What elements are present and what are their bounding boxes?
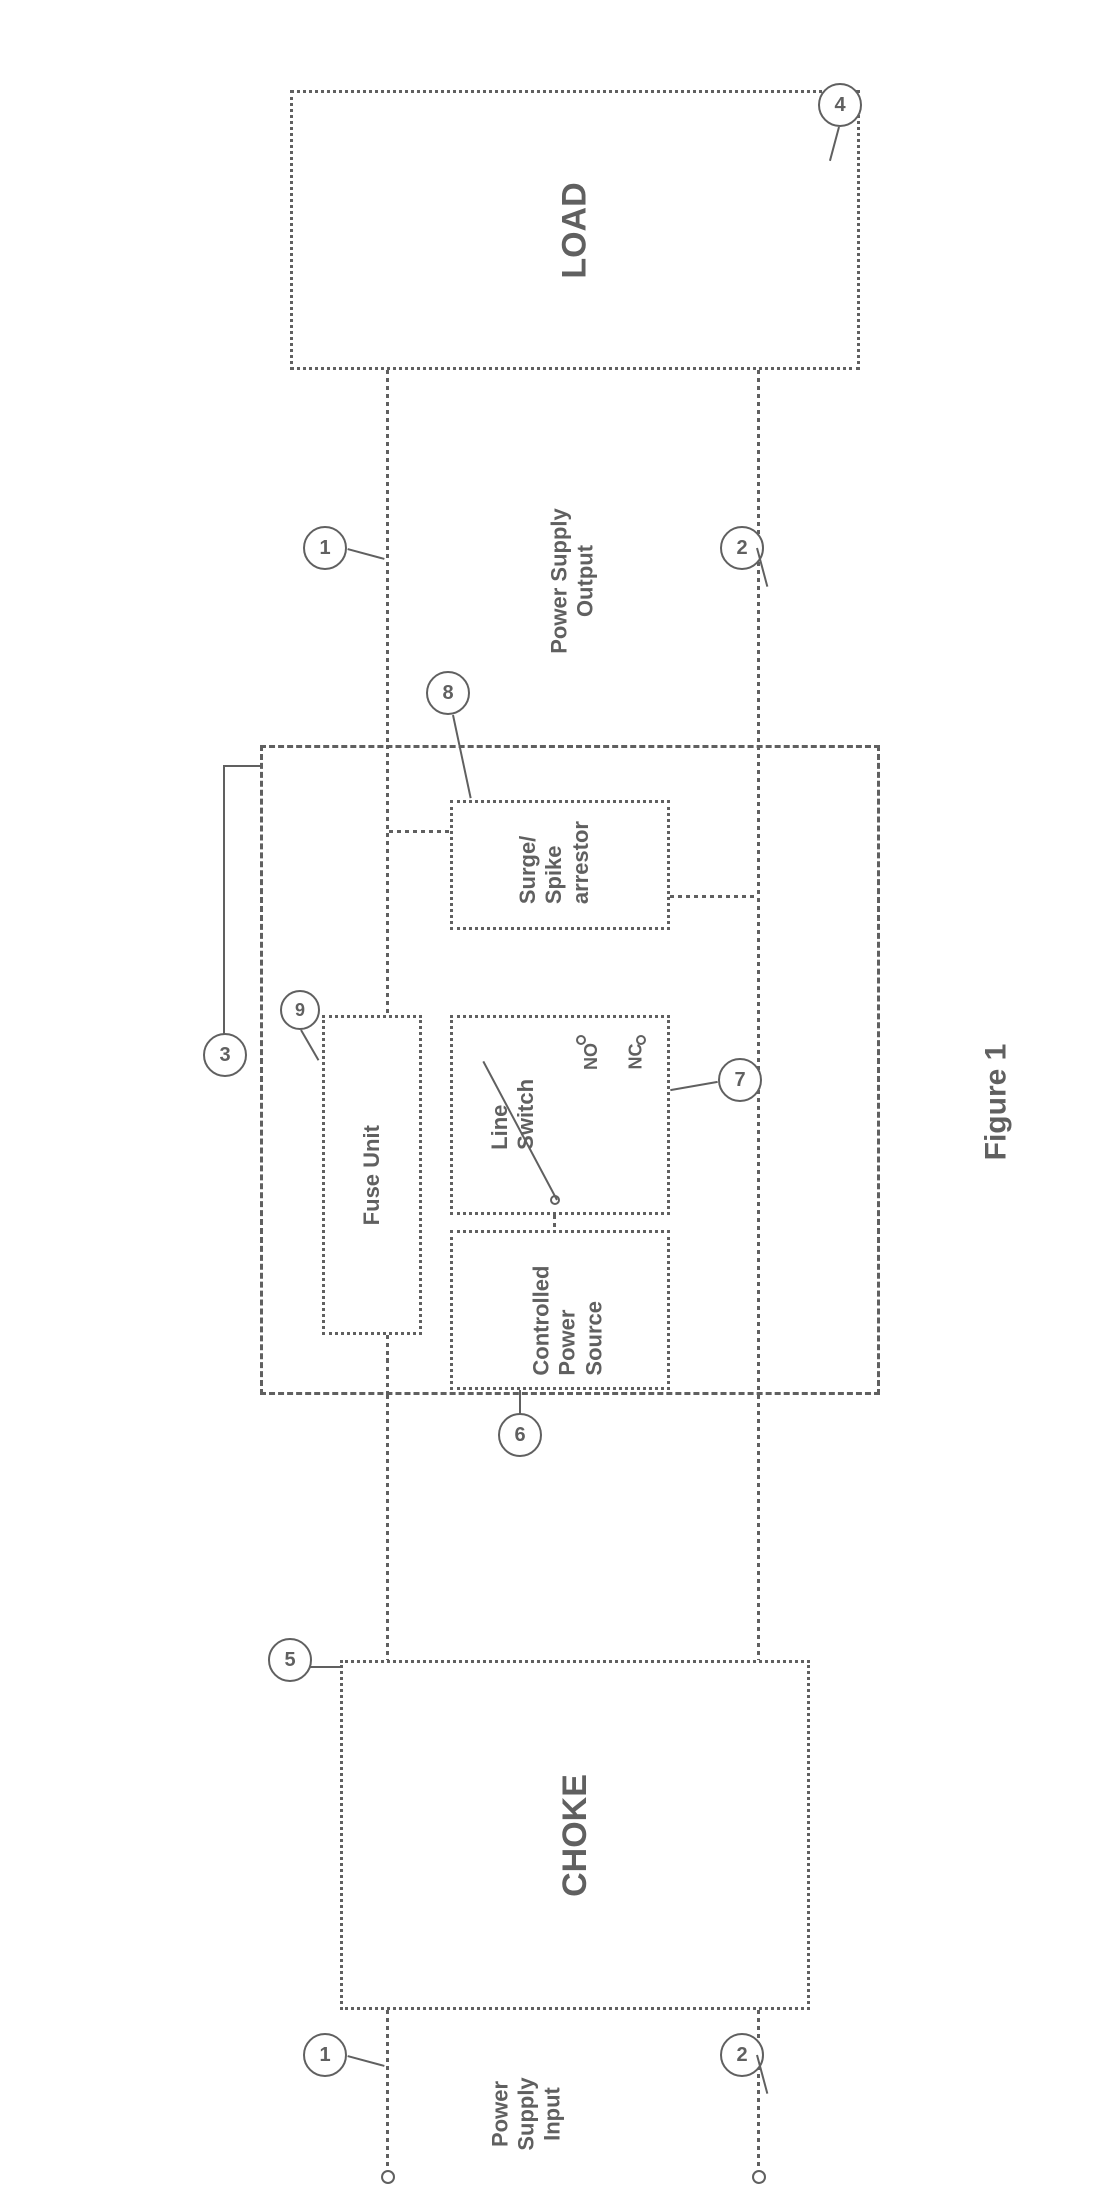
callout-1-input-num: 1	[319, 2044, 330, 2067]
callout-6-line	[519, 1390, 521, 1415]
wire-cps-left	[386, 1358, 389, 1359]
wire-right-inner	[757, 370, 760, 1395]
callout-6-num: 6	[514, 1424, 525, 1447]
callout-3-line-h	[223, 765, 263, 767]
label-power-input: Power Supply Input	[488, 2077, 566, 2150]
callout-5-line	[310, 1666, 340, 1668]
block-controlled-power-source: Controlled Power Source	[450, 1230, 670, 1390]
callout-8-num: 8	[442, 682, 453, 705]
block-choke-label: CHOKE	[555, 1774, 594, 1897]
switch-no-node	[576, 1035, 586, 1045]
block-cps-label: Controlled Power Source	[528, 1266, 607, 1376]
wire-top-inner	[386, 370, 389, 745]
line-switch-no: NO	[581, 1043, 602, 1070]
callout-3: 3	[203, 1033, 247, 1077]
switch-nc-node	[636, 1035, 646, 1045]
wire-choke-outer-1	[386, 1395, 389, 1660]
figure-caption: Figure 1	[979, 1044, 1013, 1161]
wire-switch-bottom	[553, 1215, 556, 1230]
terminal-input-2	[752, 2170, 766, 2184]
callout-4-num: 4	[834, 94, 845, 117]
block-surge-label: Surge/ Spike arrestor	[515, 821, 594, 904]
block-line-switch: Line Switch NO NC	[450, 1015, 670, 1215]
callout-1-output: 1	[303, 526, 347, 570]
wire-input-1	[386, 2010, 389, 2170]
line-switch-nc: NC	[626, 1044, 647, 1070]
callout-1-output-num: 1	[319, 537, 330, 560]
callout-2-output-num: 2	[736, 537, 747, 560]
callout-1-output-line	[347, 548, 384, 560]
wire-choke-outer-2	[757, 1395, 760, 1660]
block-fuse-label: Fuse Unit	[359, 1125, 385, 1225]
block-fuse-unit: Fuse Unit	[322, 1015, 422, 1335]
callout-9b-num: 9	[295, 1000, 305, 1021]
callout-7-num: 7	[734, 1069, 745, 1092]
callout-8: 8	[426, 671, 470, 715]
callout-4: 4	[818, 83, 862, 127]
label-power-output: Power Supply Output	[547, 508, 599, 653]
wire-fuse-top	[386, 745, 389, 1015]
wire-inner-left	[386, 1335, 389, 1395]
block-load-label: LOAD	[555, 182, 594, 278]
callout-5-num: 5	[284, 1649, 295, 1672]
wire-input-2	[757, 2010, 760, 2170]
callout-1-input-line	[347, 2055, 384, 2067]
callout-6: 6	[498, 1413, 542, 1457]
terminal-input-1	[381, 2170, 395, 2184]
block-choke: CHOKE	[340, 1660, 810, 2010]
callout-7: 7	[718, 1058, 762, 1102]
callout-9b: 9	[280, 990, 320, 1030]
callout-3-num: 3	[219, 1044, 230, 1067]
block-diagram: Power Supply Input 1 2 CHOKE 5 3 Fuse Un…	[0, 0, 1097, 2192]
block-load: LOAD	[290, 90, 860, 370]
block-surge-arrestor: Surge/ Spike arrestor	[450, 800, 670, 930]
wire-surge-right	[670, 895, 757, 898]
callout-1-input: 1	[303, 2033, 347, 2077]
callout-2-input-num: 2	[736, 2044, 747, 2067]
block-line-switch-label: Line Switch	[487, 1079, 540, 1150]
wire-surge-left	[389, 830, 450, 833]
callout-5: 5	[268, 1638, 312, 1682]
callout-3-line	[223, 765, 225, 1035]
